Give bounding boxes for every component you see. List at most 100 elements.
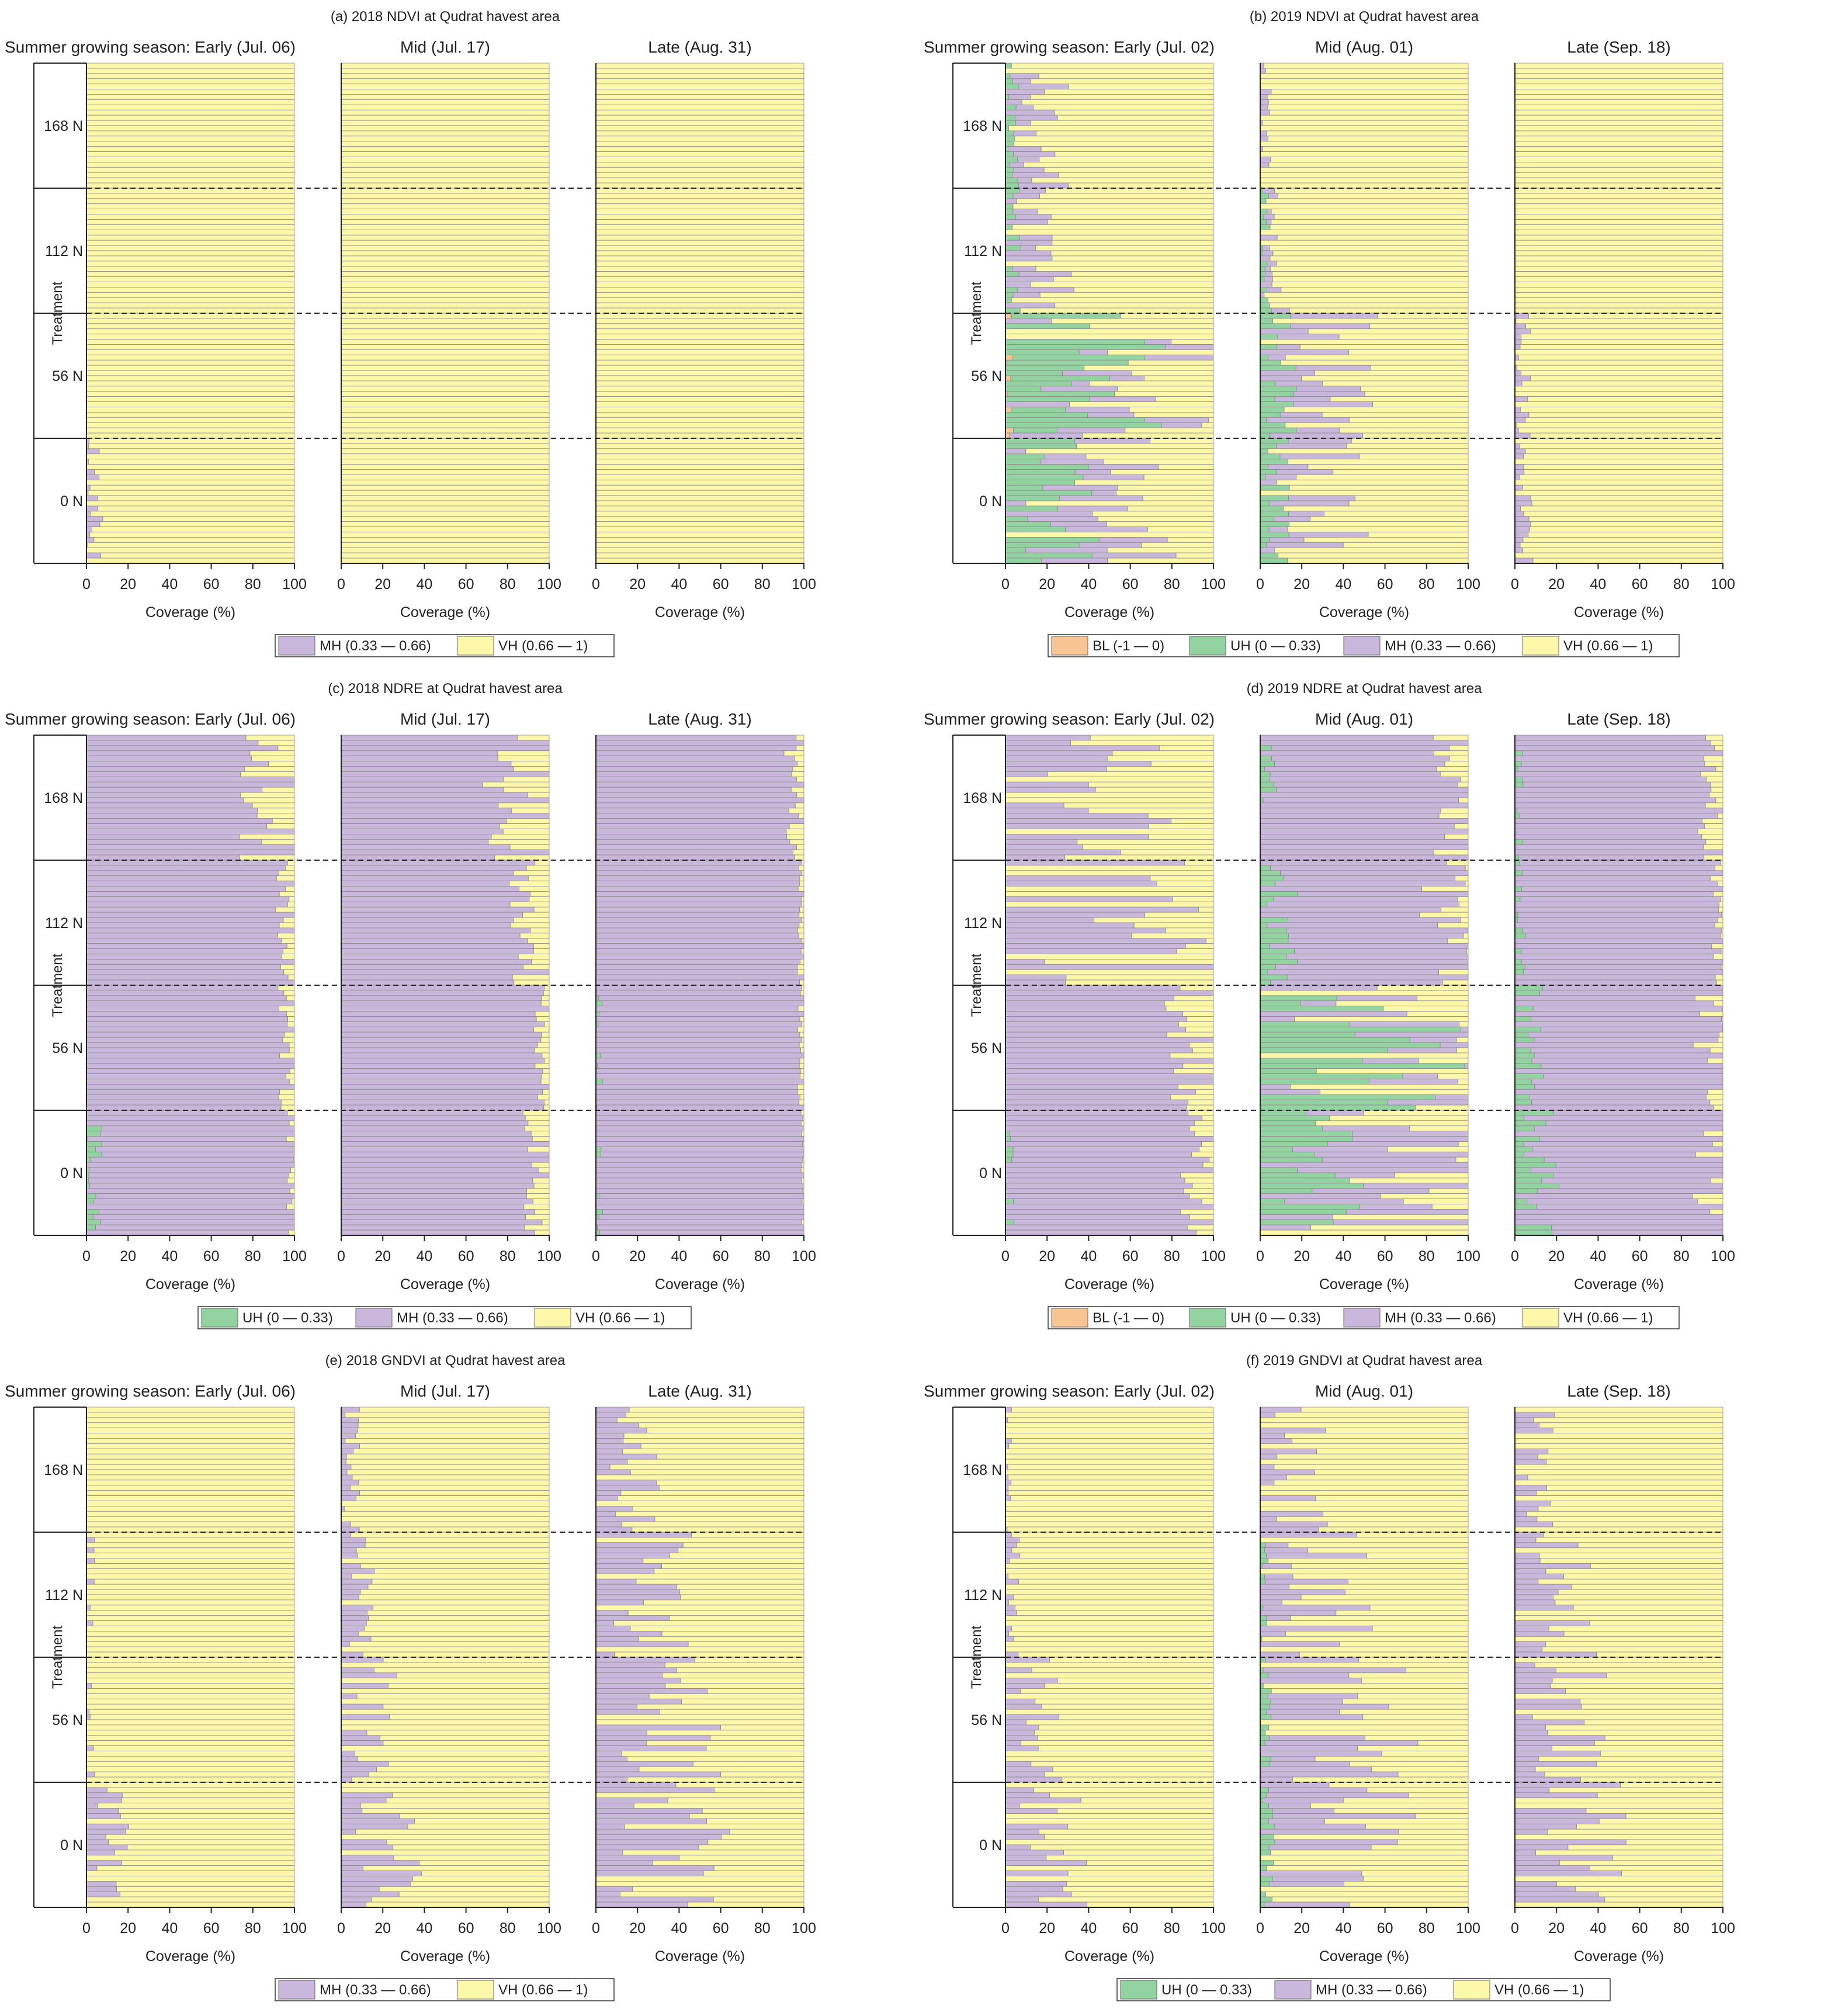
bar-segment-mh (1276, 443, 1347, 449)
bar-segment-mh (86, 1016, 289, 1022)
bar-segment-vh (367, 1584, 550, 1590)
bar-segment-vh (1147, 526, 1214, 532)
bar-segment-mh (595, 865, 799, 871)
bar-segment-vh (1007, 1417, 1214, 1423)
bar-segment-mh (1514, 380, 1523, 387)
bar-segment-uh (1260, 334, 1278, 340)
bar-segment-mh (1005, 1480, 1012, 1486)
bar-segment-vh (1005, 334, 1214, 340)
bar-segment-vh (1019, 1803, 1214, 1809)
bar-segment-vh (1606, 1672, 1723, 1679)
bar-segment-vh (356, 1495, 550, 1501)
bar-segment-vh (279, 922, 295, 929)
bar-segment-mh (1005, 860, 1185, 866)
bar-segment-mh (1005, 1115, 1203, 1121)
bar-segment-vh (1180, 1172, 1214, 1179)
bar-segment-vh (122, 1792, 295, 1799)
x-tick-label: 100 (792, 576, 816, 593)
bar-segment-vh (1722, 1125, 1723, 1132)
bar-segment-mh (1514, 1214, 1723, 1220)
bar-segment-uh (1514, 1110, 1554, 1116)
bar-segment-vh (1267, 448, 1469, 455)
bar-segment-vh (799, 881, 804, 886)
panel-header: Summer growing season: Early (Jul. 02) (924, 710, 1215, 728)
bar-segment-mh (1553, 1110, 1723, 1116)
bar-segment-mh (1005, 1214, 1190, 1220)
bar-segment-vh (544, 1058, 550, 1064)
bar-segment-vh (1025, 448, 1214, 455)
bar-segment-vh (100, 552, 295, 559)
bar-segment-mh (595, 1480, 657, 1486)
bar-segment-vh (802, 1156, 804, 1163)
bar-segment-vh (341, 1599, 550, 1606)
bar-segment-vh (341, 1698, 550, 1705)
bar-segment-uh (1260, 1079, 1369, 1085)
bar-segment-vh (341, 505, 550, 512)
x-tick-label: 60 (1377, 1248, 1393, 1265)
bar-segment-mh (1514, 1886, 1576, 1892)
bar-segment-mh (1005, 1021, 1179, 1027)
legend-swatch-uh (1189, 636, 1226, 656)
panel-header: Mid (Jul. 17) (400, 38, 490, 56)
bar-segment-vh (1438, 813, 1469, 819)
bar-segment-mh (595, 1115, 803, 1121)
bar-segment-mh (1523, 839, 1707, 845)
treatment-label: 112 N (964, 915, 1002, 931)
bar-segment-uh (1005, 443, 1077, 449)
x-tick-label: 0 (1001, 576, 1010, 593)
bar-segment-mh (1005, 1803, 1020, 1809)
bar-segment-uh (1260, 1714, 1272, 1720)
bar-segment-vh (341, 182, 550, 189)
bar-segment-vh (86, 1516, 295, 1522)
bar-segment-vh (627, 1756, 804, 1762)
bar-segment-vh (1344, 1881, 1469, 1887)
bar-segment-vh (86, 1526, 295, 1533)
bar-segment-mh (1525, 933, 1721, 939)
bar-segment-vh (797, 1026, 804, 1033)
bar-segment-uh (1260, 1860, 1274, 1866)
bar-segment-mh (1005, 818, 1172, 824)
bar-segment-vh (1033, 104, 1214, 110)
bar-segment-vh (1324, 511, 1469, 517)
bar-segment-mh (1005, 1823, 1069, 1830)
bar-segment-vh (341, 339, 550, 345)
bar-segment-vh (341, 214, 550, 220)
bar-segment-vh (1444, 761, 1469, 767)
bar-segment-vh (534, 1047, 550, 1054)
bar-segment-vh (86, 1594, 295, 1601)
bar-segment-mh (595, 797, 804, 803)
bar-segment-vh (796, 844, 804, 850)
bar-segment-vh (1518, 354, 1723, 361)
bar-segment-vh (1719, 1031, 1723, 1038)
bar-segment-vh (1260, 1537, 1469, 1543)
bar-segment-mh (1290, 313, 1378, 319)
bar-segment-vh (1514, 167, 1723, 173)
bar-segment-vh (1171, 339, 1214, 345)
bar-segment-uh (1005, 130, 1014, 137)
bar-segment-vh (86, 328, 295, 335)
bar-segment-vh (86, 250, 295, 257)
bar-segment-mh (341, 1490, 360, 1496)
bar-segment-vh (345, 1459, 550, 1465)
bar-segment-vh (86, 1501, 295, 1506)
bar-segment-vh (345, 1412, 550, 1418)
bar-segment-vh (1057, 1678, 1214, 1684)
bar-segment-vh (801, 1120, 804, 1127)
bar-segment-vh (1044, 89, 1214, 95)
bar-segment-mh (595, 1042, 800, 1048)
bar-segment-mh (1542, 985, 1723, 991)
bar-segment-mh (1260, 1651, 1300, 1658)
bar-segment-vh (258, 740, 295, 746)
bar-segment-uh (1260, 427, 1297, 434)
bar-segment-vh (797, 927, 804, 934)
bar-segment-uh (1260, 1167, 1298, 1173)
bar-segment-vh (1018, 1578, 1214, 1585)
bar-segment-mh (1514, 1417, 1534, 1423)
bar-segment-vh (341, 365, 550, 371)
bar-segment-vh (528, 938, 550, 944)
bar-segment-vh (1058, 172, 1214, 178)
bar-segment-mh (341, 1495, 356, 1501)
bar-segment-vh (1416, 1813, 1469, 1819)
bar-segment-mh (1352, 1136, 1469, 1142)
x-tick-label: 40 (416, 1248, 432, 1265)
